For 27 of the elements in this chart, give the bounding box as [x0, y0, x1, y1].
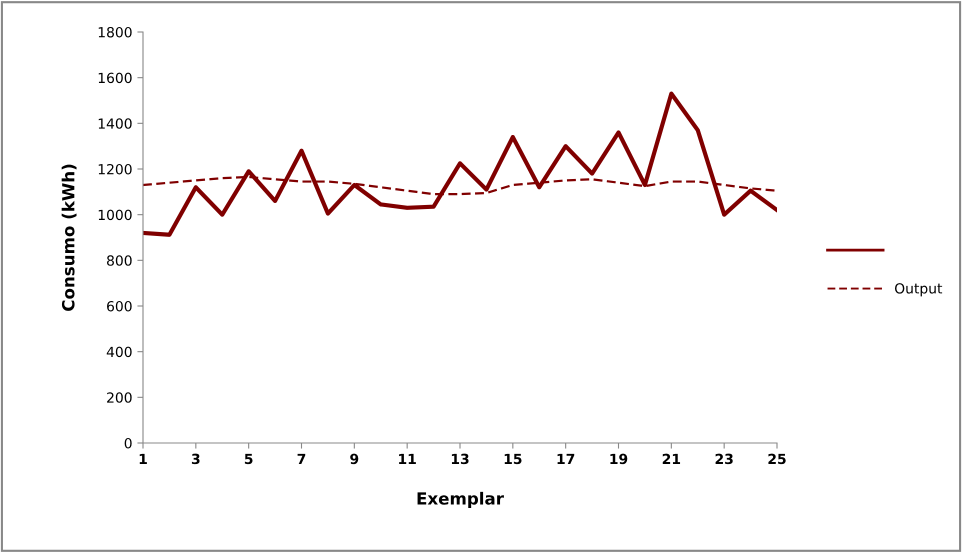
x-tick-label: 11	[399, 454, 416, 464]
y-tick-label: 600	[107, 300, 132, 312]
y-tick-label: 1600	[98, 72, 132, 84]
y-axis-title: Consumo (kWh)	[62, 164, 77, 311]
x-tick-label: 5	[244, 454, 253, 464]
x-tick-label: 9	[350, 454, 358, 464]
legend-label: Output	[894, 283, 942, 296]
y-tick-label: 0	[124, 438, 132, 448]
x-axis-title: Exemplar	[418, 492, 504, 508]
y-tick-label: 1400	[98, 118, 132, 129]
line-series	[143, 92, 777, 237]
x-tick-label: 21	[662, 454, 680, 464]
y-tick-label: 400	[106, 346, 132, 358]
x-tick-label: 25	[768, 454, 786, 464]
x-tick-label: 13	[452, 454, 469, 464]
x-tick-label: 7	[298, 454, 306, 464]
x-tick-label: 17	[558, 454, 574, 464]
y-tick-label: 1200	[98, 164, 132, 174]
x-tick-label: 15	[504, 454, 522, 464]
x-tick-label: 3	[192, 454, 200, 464]
y-tick-label: 200	[107, 392, 132, 403]
x-tick-label: 19	[610, 454, 628, 464]
y-tick-label: 1800	[98, 26, 132, 38]
x-tick-label: 1	[140, 454, 147, 464]
y-tick-label: 1000	[98, 210, 132, 220]
x-tick-label: 23	[716, 454, 733, 464]
y-tick-label: 800	[107, 255, 132, 266]
